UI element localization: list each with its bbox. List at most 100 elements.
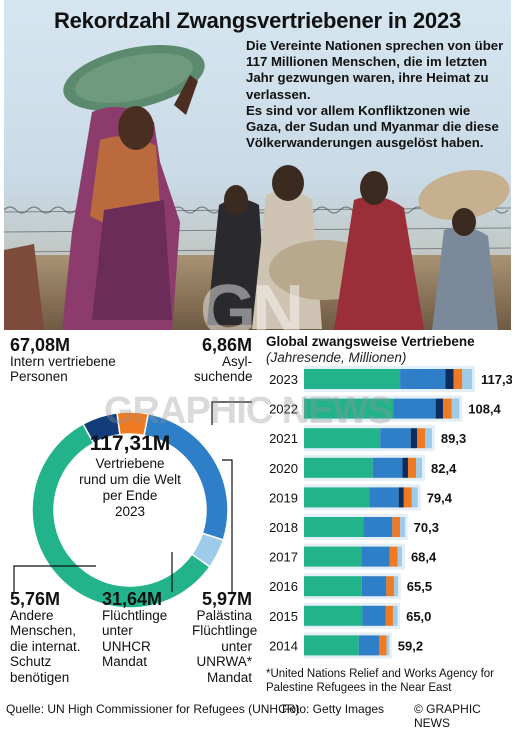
- bar-segment: [304, 428, 381, 449]
- label-other-line-4: Schutz: [10, 654, 52, 669]
- page-title: Rekordzahl Zwangsvertriebener in 2023: [53, 8, 462, 33]
- bar-chart: 2023 117,3 2022 108,4 2021 89,3 2020 82,4 2019 79…: [269, 366, 512, 659]
- bar-segment: [304, 635, 359, 656]
- label-idp: 67,08M Intern vertriebene Personen: [10, 335, 116, 385]
- label-unrwa-line-4: UNRWA*: [196, 654, 252, 669]
- bar-segment: [380, 428, 411, 449]
- label-other-line-5: benötigen: [10, 669, 70, 685]
- donut-center-line-3: per Ende: [102, 488, 158, 503]
- bar-total-label: 68,4: [411, 550, 437, 565]
- label-unrwa: 5,97M Palästina Flüchtlinge unter UNRWA*…: [192, 589, 257, 685]
- donut-center-value: 117,31M: [89, 432, 171, 455]
- label-asylum: 6,86M Asyl- suchende: [194, 335, 253, 385]
- bar-segment: [407, 457, 417, 478]
- bar-total-label: 89,3: [441, 431, 466, 446]
- intro-paragraph-2: Es sind vor allem Konfliktzonen wie Gaza…: [246, 102, 499, 151]
- bar-segment: [386, 635, 390, 656]
- bar-segment: [417, 428, 426, 449]
- footer-photo: Foto: Getty Images: [282, 702, 385, 716]
- bar-segment: [304, 546, 362, 567]
- year-label: 2019: [269, 490, 298, 505]
- bar-segment: [358, 635, 380, 656]
- label-other-line-3: die internat.: [10, 638, 81, 654]
- intro-paragraph-1: Die Vereinte Nationen sprechen von über …: [246, 38, 504, 102]
- label-refugees-line-4: Mandat: [102, 654, 148, 669]
- bar-segment: [400, 517, 406, 537]
- bar-total-label: 65,5: [407, 579, 432, 594]
- footer-copyright: © GRAPHIC NEWS: [414, 702, 481, 730]
- donut-center: 117,31M Vertriebene rund um die Welt per…: [60, 432, 200, 520]
- bar-segment: [361, 576, 387, 597]
- bar-total-label: 79,4: [427, 490, 453, 505]
- bar-segment: [372, 457, 403, 478]
- label-idp-line-2: Personen: [10, 369, 68, 384]
- bar-segment: [400, 369, 446, 389]
- label-refugees-line-1: Flüchtlinge: [102, 607, 168, 623]
- year-label: 2018: [269, 520, 298, 535]
- footer-source: Quelle: UN High Commissioner for Refugee…: [6, 702, 300, 716]
- label-asylum-line-2: suchende: [194, 369, 253, 384]
- bar-segment: [443, 398, 452, 419]
- bar-segment: [416, 457, 423, 478]
- intro-text: Die Vereinte Nationen sprechen von über …: [246, 38, 508, 151]
- bar-chart-title: Global zwangsweise Vertriebene: [266, 334, 475, 349]
- label-unrwa-line-3: unter: [221, 638, 252, 654]
- bar-segment: [304, 576, 362, 597]
- bar-segment: [379, 635, 387, 656]
- year-label: 2023: [269, 372, 298, 387]
- bar-segment: [304, 398, 394, 419]
- bar-segment: [304, 457, 373, 478]
- bar-segment: [386, 576, 394, 597]
- bar-segment: [362, 605, 386, 626]
- bar-segment: [393, 398, 436, 419]
- label-refugees-line-3: UNHCR: [102, 638, 151, 654]
- bar-segment: [385, 605, 393, 626]
- bar-segment: [453, 369, 463, 389]
- bar-segment: [392, 605, 398, 626]
- bar-total-label: 59,2: [398, 638, 423, 653]
- label-other: 5,76M Andere Menschen, die internat. Sch…: [10, 589, 81, 685]
- bar-total-label: 108,4: [468, 402, 501, 417]
- year-label: 2022: [269, 402, 298, 417]
- bar-segment: [363, 517, 393, 537]
- year-label: 2014: [269, 638, 298, 653]
- slice-idp: [31, 422, 211, 609]
- bar-segment: [392, 517, 401, 537]
- label-idp-value: 67,08M: [10, 335, 71, 355]
- bar-total-label: 65,0: [406, 609, 431, 624]
- label-refugees: 31,64M Flüchtlinge unter UNHCR Mandat: [102, 590, 168, 670]
- bar-segment: [304, 369, 401, 389]
- footer: Quelle: UN High Commissioner for Refugee…: [0, 700, 515, 730]
- year-label: 2021: [269, 431, 298, 446]
- bar-segment: [411, 487, 418, 508]
- label-asylum-value: 6,86M: [201, 335, 252, 355]
- bar-segment: [445, 369, 454, 389]
- donut-center-line-2: rund um die Welt: [79, 472, 181, 487]
- bar-total-label: 82,4: [431, 461, 457, 476]
- bar-segment: [304, 605, 363, 626]
- label-other-value: 5,76M: [10, 589, 61, 609]
- bar-segment: [397, 546, 402, 567]
- label-other-line-2: Menschen,: [10, 623, 77, 638]
- bar-segment: [451, 398, 460, 419]
- label-other-line-1: Andere: [10, 607, 54, 623]
- label-idp-line-1: Intern vertriebene: [10, 353, 116, 369]
- label-unrwa-line-5: Mandat: [206, 669, 252, 685]
- bar-segment: [398, 487, 404, 508]
- bar-segment: [304, 517, 364, 537]
- label-unrwa-value: 5,97M: [201, 589, 252, 609]
- bar-segment: [410, 428, 418, 449]
- bar-segment: [402, 457, 408, 478]
- donut-center-line-1: Vertriebene: [95, 456, 165, 471]
- bar-segment: [393, 576, 398, 597]
- photo-illustration: [4, 0, 511, 330]
- donut-chart: [31, 411, 229, 609]
- photo: [4, 0, 511, 330]
- year-label: 2015: [269, 609, 298, 624]
- bar-chart-subtitle: (Jahresende, Millionen): [266, 350, 407, 365]
- bar-total-label: 70,3: [414, 520, 439, 535]
- bar-segment: [304, 487, 370, 508]
- label-asylum-line-1: Asyl-: [222, 353, 252, 369]
- donut-center-line-4: 2023: [114, 504, 146, 519]
